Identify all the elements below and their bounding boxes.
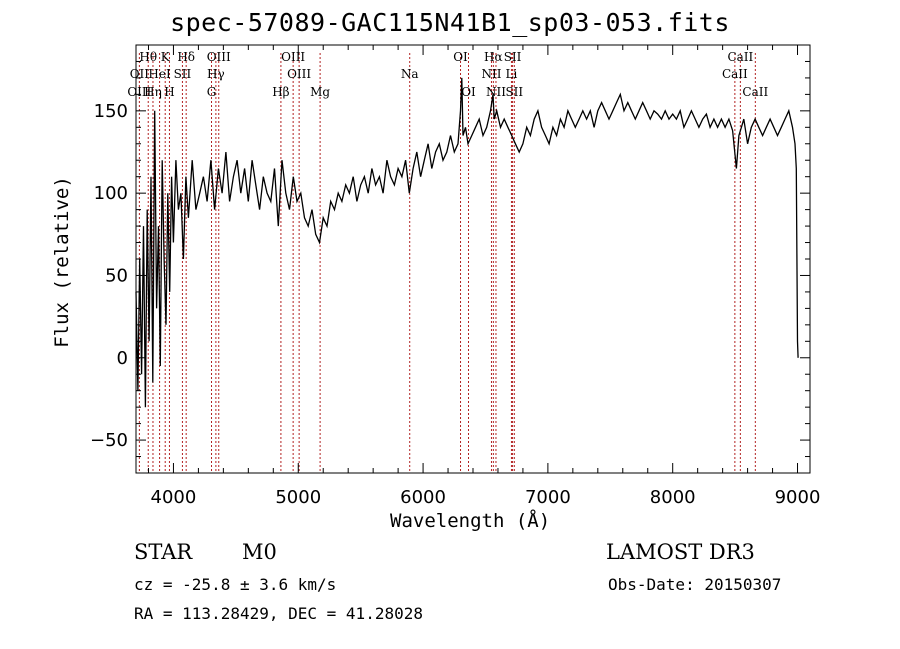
line-label: Hβ [272, 85, 289, 99]
line-label: Na [401, 67, 419, 81]
plot-frame [135, 44, 811, 474]
x-tick-label: 6000 [400, 487, 446, 508]
line-label: OI [453, 50, 468, 64]
line-label: OIII [207, 50, 231, 64]
object-subclass: M0 [242, 540, 277, 564]
line-label: Hγ [207, 67, 225, 81]
ra-dec-coordinates: RA = 113.28429, DEC = 41.28028 [134, 604, 423, 623]
x-tick-label: 5000 [275, 487, 321, 508]
line-label: G [207, 85, 217, 99]
line-label: HeI [148, 67, 171, 81]
y-tick-label: −50 [90, 430, 128, 451]
x-tick-label: 9000 [775, 487, 821, 508]
line-label: OII [130, 67, 150, 81]
y-axis-label: Flux (relative) [51, 176, 73, 348]
line-label: Li [506, 67, 518, 81]
line-label: CaII [727, 50, 753, 64]
x-axis-ticks: 4000 5000 6000 7000 8000 9000 [147, 45, 821, 508]
line-label: OI [461, 85, 476, 99]
line-label: K [161, 50, 171, 64]
line-label: Hθ [139, 50, 157, 64]
survey-name: LAMOST DR3 [606, 540, 755, 564]
y-tick-label: 100 [94, 183, 128, 204]
line-label: Hη [144, 85, 162, 99]
x-tick-label: 4000 [151, 487, 197, 508]
observation-date: Obs-Date: 20150307 [608, 575, 782, 594]
line-label: NII [486, 85, 506, 99]
line-label: OIII [281, 50, 305, 64]
line-label: Mg [310, 85, 330, 99]
line-label: CaII [722, 67, 748, 81]
line-label: OIII [287, 67, 311, 81]
line-markers [138, 53, 756, 473]
line-label: H [164, 85, 174, 99]
line-label: Hδ [177, 50, 195, 64]
x-tick-label: 7000 [525, 487, 571, 508]
x-tick-label: 8000 [650, 487, 696, 508]
line-label: SII [505, 85, 523, 99]
line-label: SII [504, 50, 522, 64]
y-axis-ticks: −50 0 50 100 150 [90, 60, 810, 458]
y-tick-label: 0 [117, 348, 128, 369]
line-label: SII [174, 67, 192, 81]
line-label: CaII [742, 85, 768, 99]
spectrum-line [135, 77, 799, 408]
line-label: NII [481, 67, 501, 81]
line-label: OIII [127, 85, 151, 99]
object-type: STAR [134, 540, 193, 564]
chart-title: spec-57089-GAC115N41B1_sp03-053.fits [170, 8, 730, 37]
y-tick-label: 50 [105, 265, 128, 286]
x-axis-label: Wavelength (Å) [390, 510, 551, 532]
line-label: Hα [484, 50, 503, 64]
y-tick-label: 150 [94, 101, 128, 122]
redshift-cz: cz = -25.8 ± 3.6 km/s [134, 575, 337, 594]
